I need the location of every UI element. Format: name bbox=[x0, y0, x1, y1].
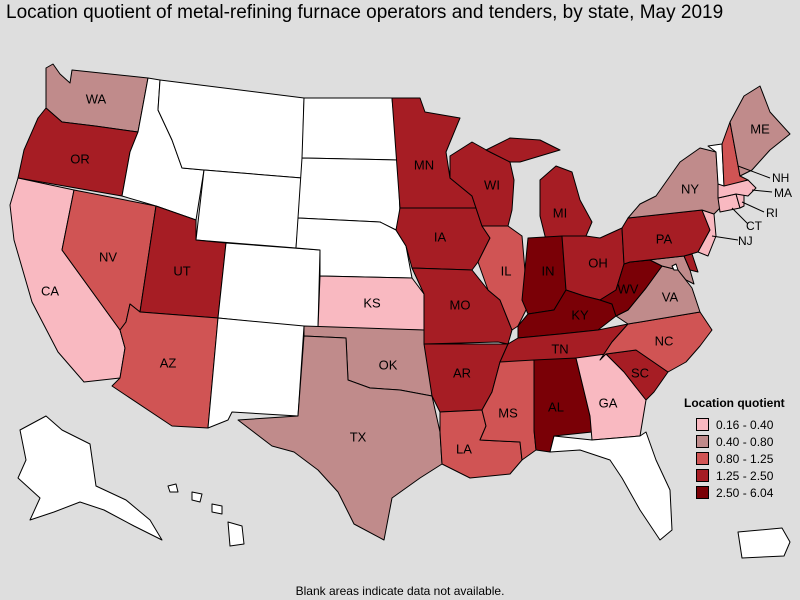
state-wy[interactable] bbox=[195, 169, 303, 249]
state-il[interactable] bbox=[477, 225, 529, 331]
state-ak[interactable] bbox=[17, 415, 163, 541]
state-me[interactable] bbox=[729, 85, 791, 177]
footnote: Blank areas indicate data not available. bbox=[295, 584, 505, 598]
state-label-ga: GA bbox=[599, 395, 618, 410]
state-label-nv: NV bbox=[99, 249, 117, 264]
state-fl[interactable] bbox=[549, 431, 673, 541]
legend-title: Location quotient bbox=[684, 396, 785, 410]
legend-swatch bbox=[696, 486, 709, 499]
state-label-ut: UT bbox=[173, 263, 190, 278]
state-mt[interactable] bbox=[157, 79, 305, 179]
state-label-tx: TX bbox=[350, 429, 367, 444]
state-label-wv: WV bbox=[618, 281, 639, 296]
state-vt[interactable] bbox=[707, 143, 725, 187]
state-label-me: ME bbox=[750, 121, 770, 136]
legend-label: 0.80 - 1.25 bbox=[716, 451, 774, 466]
state-nh[interactable] bbox=[721, 121, 749, 187]
legend-swatch bbox=[696, 452, 709, 465]
state-ny[interactable] bbox=[627, 147, 721, 219]
state-nd[interactable] bbox=[301, 97, 399, 161]
state-mo[interactable] bbox=[411, 267, 513, 345]
state-label-or: OR bbox=[70, 151, 90, 166]
state-label-ks: KS bbox=[363, 295, 381, 310]
state-label-nj: NJ bbox=[738, 234, 753, 248]
legend-item: 0.40 - 0.80 bbox=[684, 433, 794, 450]
state-hi[interactable] bbox=[167, 483, 245, 547]
state-label-mi: MI bbox=[553, 205, 567, 220]
state-tx[interactable] bbox=[237, 335, 443, 541]
state-label-oh: OH bbox=[588, 255, 608, 270]
state-label-ia: IA bbox=[434, 229, 447, 244]
state-pr[interactable] bbox=[737, 527, 791, 559]
state-mi[interactable] bbox=[485, 137, 593, 241]
state-label-ms: MS bbox=[498, 405, 518, 420]
state-label-ny: NY bbox=[681, 181, 699, 196]
legend-label: 0.16 - 0.40 bbox=[716, 417, 774, 432]
state-co[interactable] bbox=[217, 242, 321, 329]
state-dc[interactable] bbox=[671, 263, 679, 271]
state-label-az: AZ bbox=[160, 355, 177, 370]
state-label-pa: PA bbox=[656, 231, 673, 246]
legend-item: 2.50 - 6.04 bbox=[684, 484, 794, 501]
state-label-ca: CA bbox=[41, 283, 59, 298]
state-label-mo: MO bbox=[450, 297, 471, 312]
state-label-ar: AR bbox=[453, 365, 471, 380]
legend-label: 0.40 - 0.80 bbox=[716, 434, 774, 449]
leader-lines bbox=[711, 165, 773, 241]
state-label-in: IN bbox=[542, 263, 555, 278]
state-label-wi: WI bbox=[484, 177, 500, 192]
state-label-wa: WA bbox=[86, 91, 107, 106]
state-label-ok: OK bbox=[379, 357, 398, 372]
state-label-tn: TN bbox=[551, 341, 568, 356]
legend-label: 2.50 - 6.04 bbox=[716, 485, 774, 500]
map-title: Location quotient of metal-refining furn… bbox=[6, 2, 724, 23]
state-label-al: AL bbox=[548, 399, 564, 414]
state-label-la: LA bbox=[456, 441, 472, 456]
state-label-ct: CT bbox=[746, 219, 763, 233]
state-label-ri: RI bbox=[766, 206, 778, 220]
state-label-nh: NH bbox=[772, 171, 789, 185]
legend: Location quotient 0.16 - 0.40 0.40 - 0.8… bbox=[684, 396, 794, 501]
legend-swatch bbox=[696, 435, 709, 448]
state-label-ma: MA bbox=[774, 186, 792, 200]
state-label-nc: NC bbox=[655, 333, 674, 348]
legend-item: 0.16 - 0.40 bbox=[684, 416, 794, 433]
state-label-va: VA bbox=[662, 289, 679, 304]
legend-item: 0.80 - 1.25 bbox=[684, 450, 794, 467]
legend-item: 1.25 - 2.50 bbox=[684, 467, 794, 484]
state-label-il: IL bbox=[501, 263, 512, 278]
legend-swatch bbox=[696, 469, 709, 482]
legend-swatch bbox=[696, 418, 709, 431]
state-label-ky: KY bbox=[571, 307, 589, 322]
state-nm[interactable] bbox=[207, 317, 305, 429]
state-label-mn: MN bbox=[414, 157, 434, 172]
legend-label: 1.25 - 2.50 bbox=[716, 468, 774, 483]
state-label-sc: SC bbox=[631, 365, 649, 380]
